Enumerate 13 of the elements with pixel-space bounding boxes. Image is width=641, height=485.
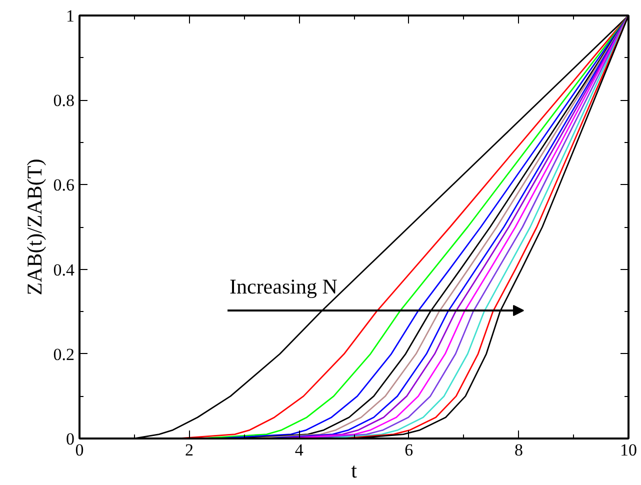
- x-tick-label: 10: [620, 440, 637, 460]
- annotation: Increasing N: [230, 274, 338, 298]
- x-tick-label: 2: [185, 440, 194, 460]
- y-tick-label: 0.6: [53, 176, 74, 195]
- x-tick-label: 6: [404, 440, 414, 460]
- y-tick-label: 0.8: [53, 91, 74, 110]
- x-tick-label: 8: [514, 440, 523, 460]
- y-tick-label: 0.4: [53, 260, 75, 280]
- y-axis-title: ZAB(t)/ZAB(T): [22, 158, 46, 296]
- x-axis-title: t: [351, 458, 358, 482]
- x-tick-label: 4: [294, 440, 304, 460]
- y-tick-label: 0.2: [53, 344, 74, 364]
- y-tick-label: 1: [66, 6, 74, 26]
